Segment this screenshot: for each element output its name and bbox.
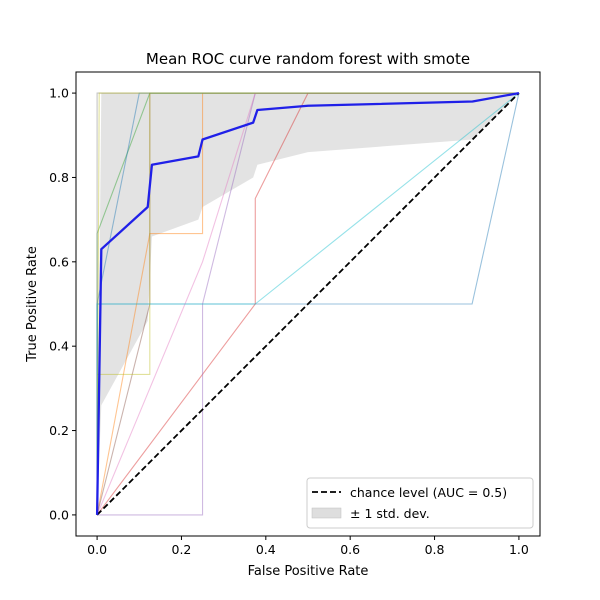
y-tick-label: 0.4 [49,339,69,354]
legend: chance level (AUC = 0.5) ± 1 std. dev. [306,477,534,529]
tick-marks: 0.0 0.2 0.4 0.6 0.8 1.0 0.0 0.2 0.4 0.6 0.8 1.0 [49,86,529,557]
chart-title: Mean ROC curve random forest with smote [146,50,470,68]
fold-curve-9 [96,92,519,515]
mean-roc-curve [95,91,520,515]
std-band [97,93,519,515]
legend-std-swatch [311,507,342,519]
chance-line [96,92,520,516]
fold-curve-11 [96,92,519,515]
x-tick-label: 0.2 [172,542,192,557]
x-tick-label: 0.8 [425,542,445,557]
fold-curve-6 [96,92,519,516]
legend-box [306,477,534,529]
fold-curve-10 [96,92,520,515]
fold-curve-3 [96,92,519,515]
x-tick-label: 0.4 [256,542,276,557]
legend-std-label: ± 1 std. dev. [350,506,430,521]
y-tick-label: 1.0 [49,86,69,101]
x-tick-label: 1.0 [509,542,529,557]
fold-curve-2 [96,92,519,516]
fold-curve-7 [96,92,519,516]
fold-curve-4 [96,92,519,516]
x-tick-label: 0.6 [340,542,360,557]
y-tick-label: 0.6 [49,254,69,269]
y-tick-label: 0.0 [49,507,69,522]
y-axis-label: True Positive Rate [25,246,40,363]
x-tick-label: 0.0 [87,542,107,557]
fold-curve-8 [96,92,519,515]
fold-curve-5 [97,92,519,516]
legend-chance-label: chance level (AUC = 0.5) [350,485,507,500]
axes-frame [75,71,541,537]
y-tick-label: 0.2 [49,423,69,438]
y-tick-label: 0.8 [49,170,69,185]
fold-curve-1 [96,92,520,515]
plot-area [95,91,520,516]
fold-curve-12 [96,92,519,515]
x-axis-label: False Positive Rate [248,564,369,579]
